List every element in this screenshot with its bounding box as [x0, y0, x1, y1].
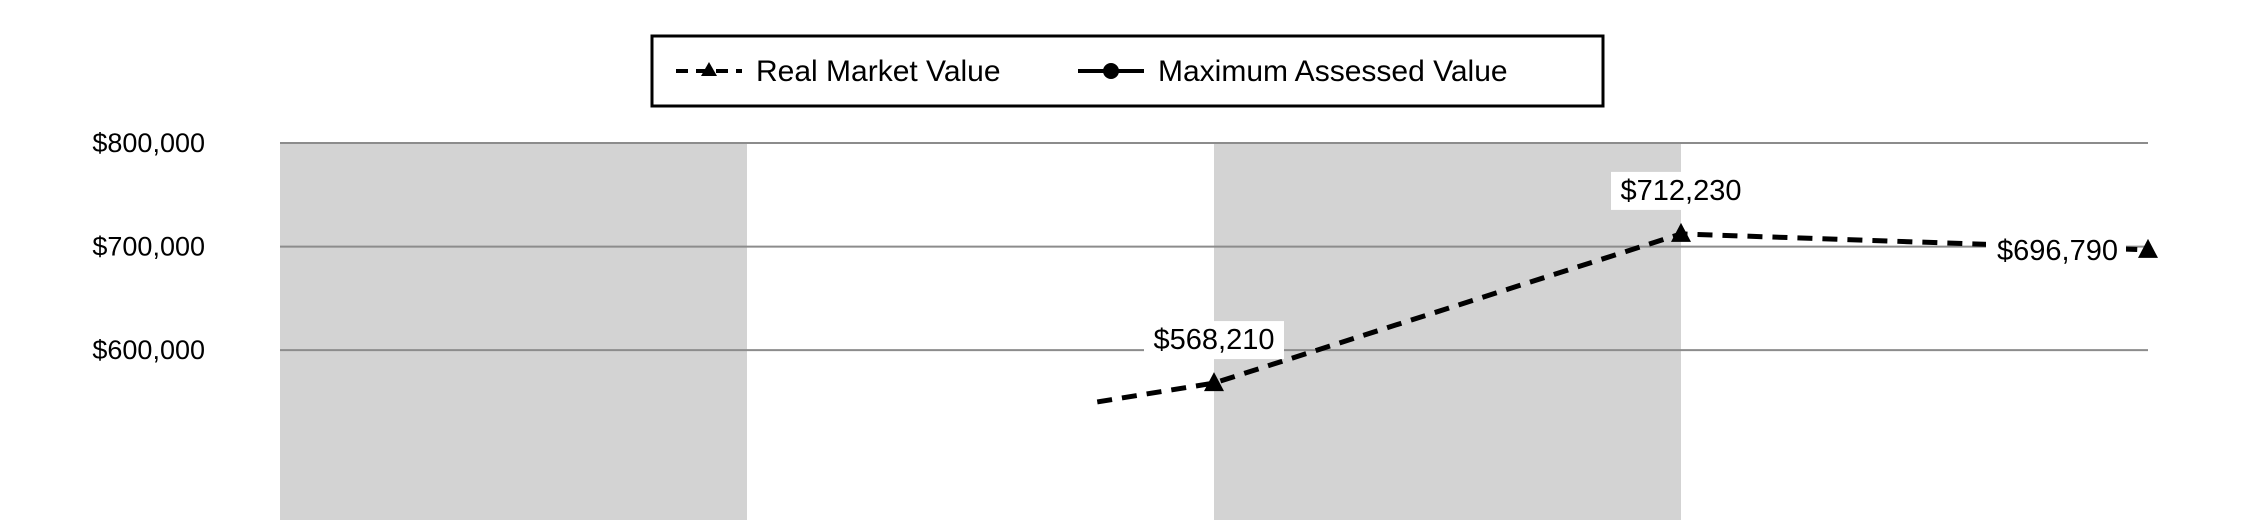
y-tick-label: $600,000 — [92, 335, 205, 365]
data-label: $696,790 — [1997, 235, 2118, 267]
series-lines — [1096, 231, 2149, 405]
data-label-background — [1986, 231, 2126, 270]
data-label-background — [1611, 171, 1751, 210]
legend-item-maximum-assessed-value: Maximum Assessed Value — [1078, 55, 1508, 88]
series-markers — [1204, 222, 2158, 392]
legend: Real Market Value Maximum Assessed Value — [650, 34, 1605, 108]
y-tick-label: $800,000 — [92, 128, 205, 158]
data-label: $568,210 — [1154, 324, 1275, 356]
data-point-marker — [1671, 222, 1691, 242]
shaded-band-1 — [1214, 143, 1681, 520]
shaded-bands — [280, 143, 1681, 520]
y-axis-tick-labels: $600,000 $700,000 $800,000 — [92, 128, 205, 365]
data-point-marker — [1204, 372, 1224, 392]
data-labels: $568,210 $712,230 $696,790 — [1144, 171, 2126, 360]
circle-marker-icon — [1103, 63, 1119, 79]
data-label-background — [1144, 321, 1284, 360]
legend-label-real-market-value: Real Market Value — [756, 55, 1001, 88]
legend-item-real-market-value: Real Market Value — [676, 55, 1001, 88]
triangle-marker-icon — [701, 62, 717, 76]
series-line-0 — [1096, 231, 2149, 405]
legend-label-maximum-assessed-value: Maximum Assessed Value — [1158, 55, 1508, 88]
y-tick-label: $700,000 — [92, 232, 205, 262]
data-label: $712,230 — [1621, 175, 1742, 207]
shaded-band-0 — [280, 143, 747, 520]
data-point-marker — [2138, 238, 2158, 258]
